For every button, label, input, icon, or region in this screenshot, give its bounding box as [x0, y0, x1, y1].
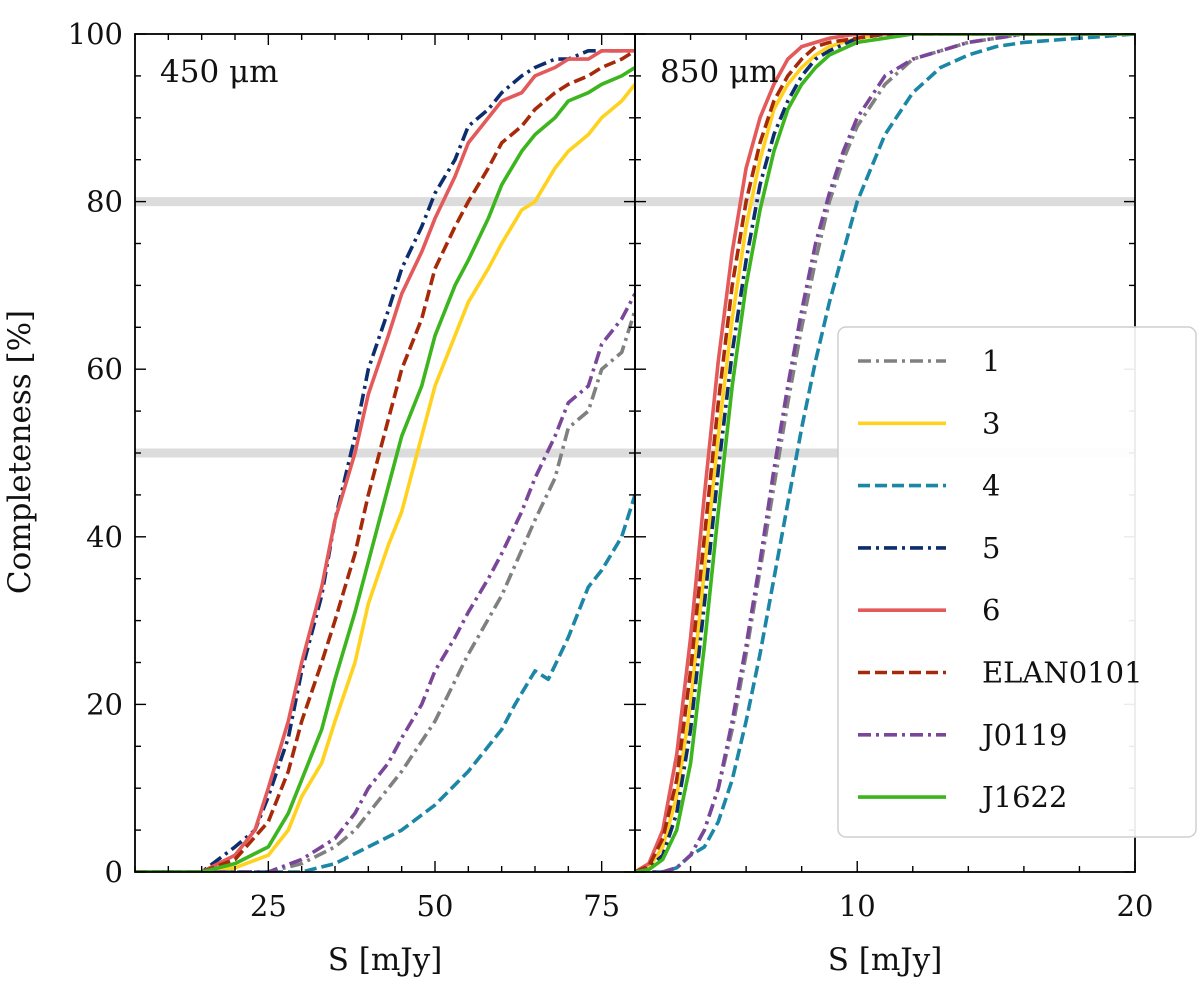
legend-item: J1622: [858, 780, 1067, 814]
x-tick-label: 50: [417, 889, 454, 923]
panel-850um: 10 20 850 μm: [634, 33, 1154, 923]
x-tick-label: 75: [583, 889, 620, 923]
series-line-j1622: [635, 34, 1135, 872]
series-line-j0119: [135, 292, 635, 872]
legend-item: 6: [858, 593, 1000, 627]
series-group: [635, 34, 1135, 872]
series-line-5: [635, 34, 1135, 872]
y-tick-label: 40: [86, 520, 123, 554]
series-line-4: [135, 494, 635, 872]
series-line-1: [135, 309, 635, 872]
x-tick-label: 25: [250, 889, 287, 923]
legend-item: 4: [858, 469, 1000, 503]
y-tick-label: 100: [68, 17, 123, 51]
series-line-j1622: [135, 65, 635, 872]
panel-label: 850 μm: [660, 54, 779, 90]
legend-label: J0119: [979, 718, 1067, 752]
legend-label: J1622: [979, 780, 1067, 814]
y-tick-label: 80: [86, 185, 123, 219]
series-line-j0119: [635, 34, 1135, 872]
x-axis-label-right: S [mJy]: [828, 942, 943, 978]
legend-label: 5: [982, 531, 1000, 565]
y-tick-label: 20: [86, 687, 123, 721]
series-line-4: [635, 34, 1135, 872]
legend-item: ELAN0101: [858, 656, 1143, 690]
series-line-3: [635, 34, 1135, 872]
legend-label: ELAN0101: [982, 656, 1143, 690]
series-line-5: [135, 48, 635, 872]
y-tick-label: 60: [86, 352, 123, 386]
y-tick-label: 0: [105, 855, 123, 889]
legend-label: 4: [982, 469, 1000, 503]
series-group: [135, 48, 635, 872]
legend-item: J0119: [858, 718, 1067, 752]
series-line-elan0101: [635, 34, 1135, 872]
legend-item: 1: [858, 344, 1000, 378]
legend-label: 1: [982, 344, 1000, 378]
series-line-6: [635, 34, 1135, 872]
y-axis-label: Completeness [%]: [2, 310, 38, 594]
legend-item: 3: [858, 406, 1000, 440]
series-line-elan0101: [135, 49, 635, 872]
series-line-6: [135, 48, 635, 872]
legend-box: [837, 326, 1197, 838]
legend-label: 6: [982, 593, 1000, 627]
legend: 1 3 4 5 6 ELAN0101 J0119 J1622: [837, 326, 1197, 838]
panel-label: 450 μm: [160, 54, 279, 90]
legend-item: 5: [858, 531, 1000, 565]
legend-label: 3: [982, 406, 1000, 440]
x-axis-label-left: S [mJy]: [328, 942, 443, 978]
series-line-3: [135, 83, 635, 872]
panel-450um: 0 20 40 60 80 100 25 50 75 450 μm: [68, 17, 636, 923]
x-tick-label: 20: [1117, 889, 1154, 923]
x-tick-label: 10: [839, 889, 876, 923]
